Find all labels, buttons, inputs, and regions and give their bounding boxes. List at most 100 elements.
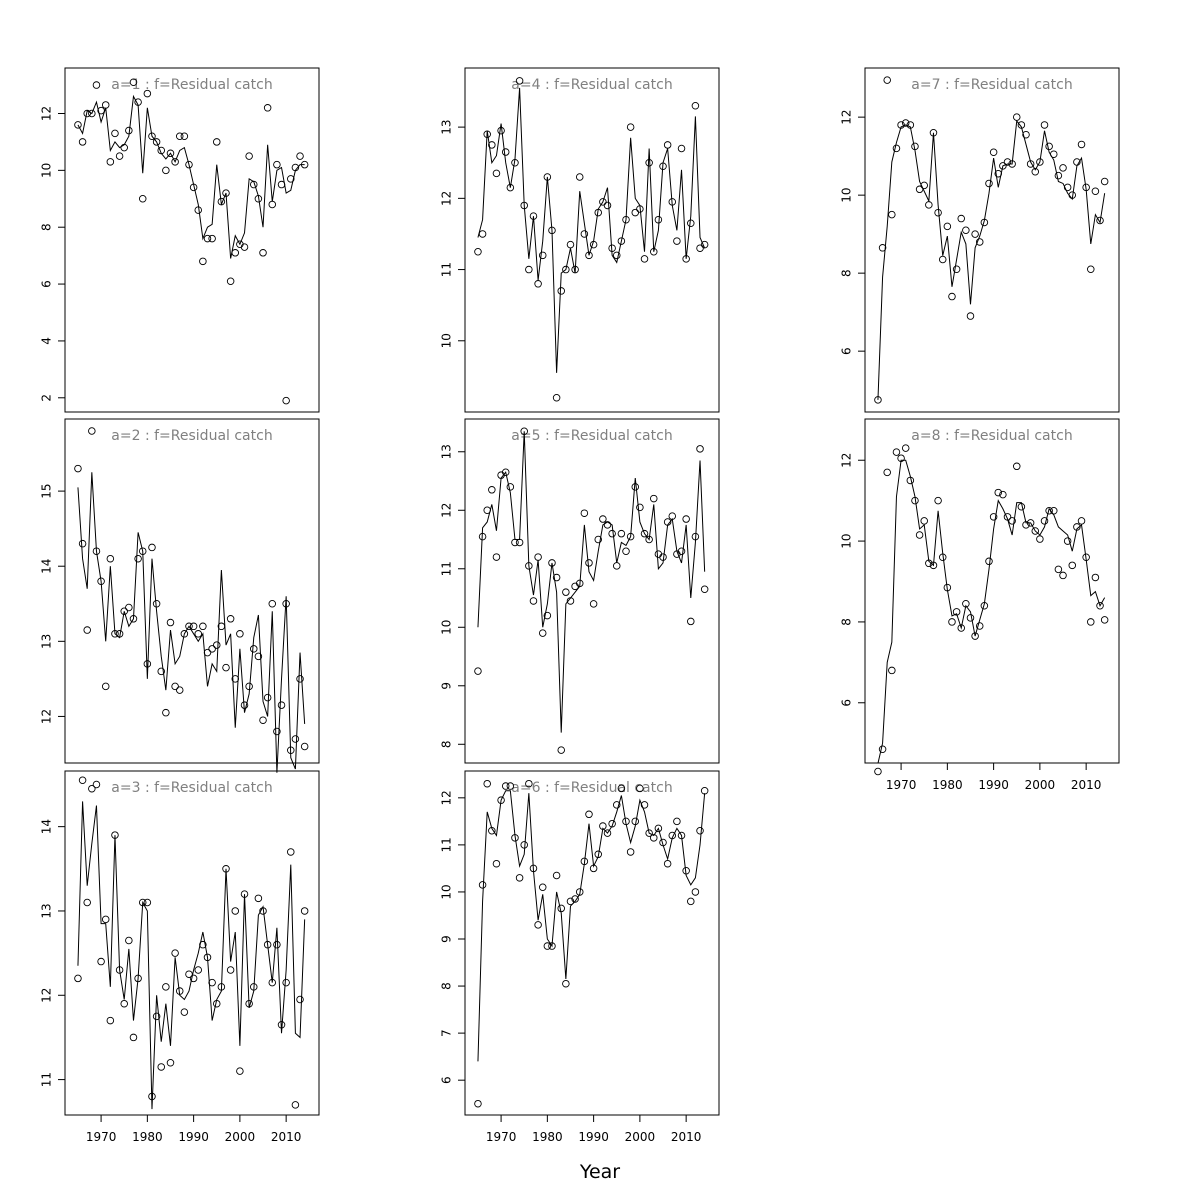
observed-point xyxy=(650,834,658,842)
observed-point xyxy=(989,148,998,156)
y-tick-label: 10 xyxy=(440,620,454,635)
observed-point xyxy=(291,1101,300,1109)
observed-point xyxy=(474,1099,482,1108)
observed-point xyxy=(562,979,570,988)
observed-point xyxy=(654,215,663,224)
observed-point xyxy=(934,496,942,505)
observed-point xyxy=(259,249,267,257)
observed-point xyxy=(878,244,887,252)
observed-point xyxy=(696,827,704,835)
observed-point xyxy=(1003,158,1012,166)
observed-point xyxy=(938,255,947,264)
observed-point xyxy=(282,978,290,987)
y-tick-label: 2 xyxy=(40,394,54,402)
observed-point xyxy=(534,553,542,561)
observed-point xyxy=(640,255,649,263)
y-tick-label: 10 xyxy=(840,533,854,548)
panel: a=8 : f=Residual catch 6 8 10 12 1970 1980 1990… xyxy=(840,418,1120,792)
observed-point xyxy=(1063,537,1072,545)
observed-point xyxy=(557,904,565,913)
observed-point xyxy=(138,195,147,203)
observed-point xyxy=(222,663,230,672)
observed-point xyxy=(1077,517,1086,525)
observed-point xyxy=(74,464,82,473)
observed-point xyxy=(1077,140,1086,149)
observed-point xyxy=(152,1012,161,1021)
observed-point xyxy=(589,600,598,608)
y-tick-label: 6 xyxy=(40,280,54,288)
observed-point xyxy=(566,897,575,906)
observed-point xyxy=(226,277,235,285)
observed-point xyxy=(608,819,616,828)
observed-point xyxy=(492,553,501,561)
observed-point xyxy=(975,238,984,246)
observed-point xyxy=(1054,171,1063,180)
observed-point xyxy=(575,888,584,896)
observed-point xyxy=(83,898,91,907)
panel-title: a=4 : f=Residual catch xyxy=(511,77,672,93)
observed-point xyxy=(543,942,552,950)
observed-point xyxy=(538,629,547,637)
observed-point xyxy=(691,888,700,896)
observed-point xyxy=(901,119,910,127)
observed-point xyxy=(1096,602,1104,610)
observed-point xyxy=(185,622,193,631)
observed-point xyxy=(125,603,133,612)
observed-point xyxy=(92,81,101,89)
y-tick-label: 13 xyxy=(440,444,454,459)
y-tick-label: 12 xyxy=(840,110,854,125)
y-tick-label: 8 xyxy=(840,618,854,626)
observed-point xyxy=(180,630,189,638)
observed-point xyxy=(1013,462,1021,471)
observed-point xyxy=(700,585,709,593)
observed-point xyxy=(240,243,249,251)
observed-point xyxy=(287,848,295,856)
plot-frame xyxy=(64,770,320,1116)
observed-point xyxy=(208,645,216,653)
y-tick-label: 8 xyxy=(40,223,54,231)
observed-point xyxy=(691,101,700,110)
observed-point xyxy=(88,784,96,793)
observed-point xyxy=(575,173,584,181)
observed-point xyxy=(543,611,552,620)
observed-point xyxy=(515,874,524,882)
observed-point xyxy=(571,895,579,903)
observed-point xyxy=(585,810,593,819)
observed-point xyxy=(171,158,179,166)
panel-title: a=6 : f=Residual catch xyxy=(511,780,672,796)
observed-point xyxy=(134,554,142,563)
observed-point xyxy=(1036,535,1044,543)
observed-point xyxy=(552,394,561,402)
observed-point xyxy=(88,427,96,435)
observed-point xyxy=(277,701,286,709)
observed-point xyxy=(622,547,630,555)
observed-point xyxy=(994,488,1002,497)
y-tick-label: 12 xyxy=(40,106,54,121)
observed-point xyxy=(957,624,965,632)
observed-point xyxy=(975,622,984,630)
y-tick-label: 10 xyxy=(40,163,54,178)
observed-point xyxy=(538,251,547,260)
x-axis-title: Year xyxy=(579,1161,620,1183)
observed-point xyxy=(171,949,179,957)
observed-point xyxy=(966,614,975,622)
observed-point xyxy=(1013,113,1021,121)
observed-point xyxy=(162,708,170,717)
observed-point xyxy=(92,780,101,789)
observed-point xyxy=(501,782,510,790)
observed-point xyxy=(157,667,165,676)
x-tick-label: 1970 xyxy=(486,1130,517,1144)
panel: a=4 : f=Residual catch 10 11 12 13 xyxy=(440,67,720,413)
observed-point xyxy=(645,829,653,837)
observed-point xyxy=(883,468,891,477)
observed-point xyxy=(287,175,295,183)
observed-point xyxy=(971,230,979,238)
observed-point xyxy=(985,179,993,188)
y-tick-label: 12 xyxy=(440,790,454,805)
observed-point xyxy=(101,682,110,691)
observed-point xyxy=(129,1033,138,1042)
observed-point xyxy=(515,538,524,547)
fitted-line xyxy=(877,459,1106,764)
observed-point xyxy=(1091,187,1100,195)
y-tick-label: 12 xyxy=(440,191,454,206)
